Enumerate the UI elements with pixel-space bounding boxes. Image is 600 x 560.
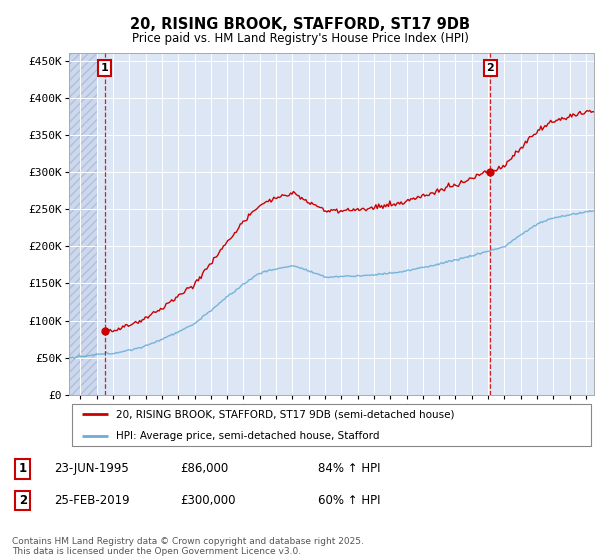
Text: 84% ↑ HPI: 84% ↑ HPI — [318, 462, 380, 475]
Text: 2: 2 — [19, 494, 27, 507]
Text: Price paid vs. HM Land Registry's House Price Index (HPI): Price paid vs. HM Land Registry's House … — [131, 32, 469, 45]
Text: HPI: Average price, semi-detached house, Stafford: HPI: Average price, semi-detached house,… — [116, 431, 380, 441]
Text: 60% ↑ HPI: 60% ↑ HPI — [318, 494, 380, 507]
Text: 1: 1 — [101, 63, 109, 73]
Text: 1: 1 — [19, 462, 27, 475]
Text: 2: 2 — [487, 63, 494, 73]
Text: Contains HM Land Registry data © Crown copyright and database right 2025.
This d: Contains HM Land Registry data © Crown c… — [12, 536, 364, 556]
Text: 20, RISING BROOK, STAFFORD, ST17 9DB: 20, RISING BROOK, STAFFORD, ST17 9DB — [130, 17, 470, 32]
Text: £300,000: £300,000 — [180, 494, 235, 507]
Text: 23-JUN-1995: 23-JUN-1995 — [54, 462, 129, 475]
Text: 20, RISING BROOK, STAFFORD, ST17 9DB (semi-detached house): 20, RISING BROOK, STAFFORD, ST17 9DB (se… — [116, 409, 455, 419]
Text: £86,000: £86,000 — [180, 462, 228, 475]
Text: 25-FEB-2019: 25-FEB-2019 — [54, 494, 130, 507]
FancyBboxPatch shape — [71, 404, 592, 446]
